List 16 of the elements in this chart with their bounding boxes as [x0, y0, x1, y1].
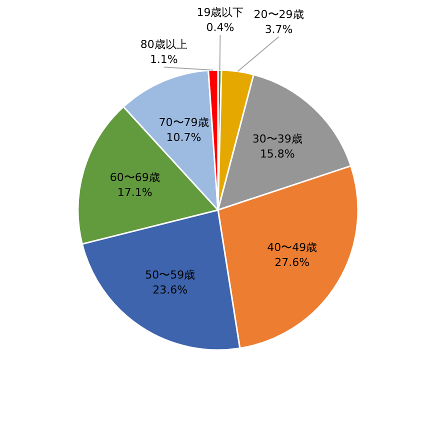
data-label: 1.1% [150, 53, 178, 66]
data-label: 17.1% [117, 186, 152, 199]
slice-label: 70〜79歳 [158, 116, 209, 130]
data-label: 3.7% [264, 22, 293, 36]
data-label: 15.8% [260, 148, 295, 161]
slice-label: 19歳以下 [196, 6, 244, 20]
slice-label: 80歳以上 [140, 38, 188, 52]
data-label: 10.7% [166, 131, 202, 144]
slice-label: 20〜29歳 [254, 8, 304, 21]
slice-label: 30〜39歳 [252, 132, 302, 146]
slice-label: 60〜69歳 [110, 171, 160, 184]
data-label: 23.6% [152, 283, 188, 296]
data-label: 0.4% [206, 21, 234, 34]
data-label: 27.6% [274, 256, 310, 270]
slice-label: 50〜59歳 [145, 268, 196, 282]
slice-label: 40〜49歳 [267, 241, 318, 254]
